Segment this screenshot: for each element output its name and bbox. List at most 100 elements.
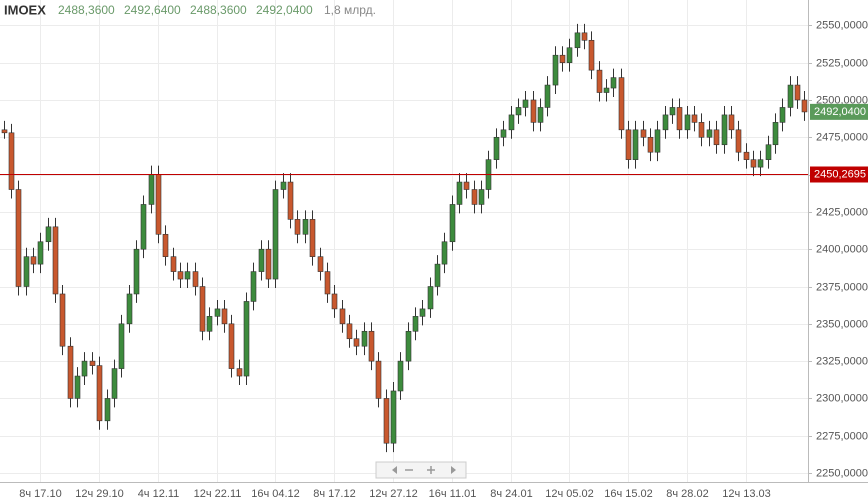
candle-body bbox=[287, 181, 294, 220]
candle-body bbox=[45, 226, 52, 243]
candle-body bbox=[654, 129, 661, 153]
candle-body bbox=[8, 132, 15, 190]
candle-body bbox=[419, 308, 426, 317]
nav-left[interactable] bbox=[392, 466, 397, 474]
candle-body bbox=[74, 375, 81, 399]
candle-body bbox=[214, 308, 221, 317]
candle-body bbox=[118, 323, 125, 369]
candle-body bbox=[478, 189, 485, 205]
chart-title: IMOEX bbox=[4, 2, 46, 17]
candle-body bbox=[618, 77, 625, 131]
ohlc-value: 2488,3600 bbox=[190, 3, 247, 17]
candle-body bbox=[787, 84, 794, 108]
candle-body bbox=[126, 293, 133, 325]
last-price-label: 2492,0400 bbox=[814, 106, 866, 118]
candle-body bbox=[500, 129, 507, 138]
candle-body bbox=[449, 204, 456, 243]
candle-body bbox=[544, 84, 551, 108]
candle-body bbox=[456, 181, 463, 205]
candle-body bbox=[750, 159, 757, 168]
candle-body bbox=[23, 256, 30, 287]
candle-body bbox=[427, 286, 434, 310]
x-tick-label: 12ч 05.02 bbox=[545, 488, 594, 500]
candle-body bbox=[162, 233, 169, 257]
y-tick-label: 2525,0000 bbox=[816, 57, 868, 69]
candle-body bbox=[353, 338, 360, 347]
candle-body bbox=[96, 365, 103, 422]
candle-body bbox=[375, 360, 382, 399]
candle-body bbox=[412, 316, 419, 332]
y-tick-label: 2350,0000 bbox=[816, 318, 868, 330]
candle-body bbox=[221, 308, 228, 325]
candle-body bbox=[81, 360, 88, 377]
candle-body bbox=[155, 174, 162, 235]
candle-body bbox=[228, 323, 235, 369]
candle-body bbox=[133, 248, 140, 295]
ohlc-value: 2492,0400 bbox=[256, 3, 313, 17]
candle-body bbox=[721, 114, 728, 146]
candle-body bbox=[530, 99, 537, 123]
candle-body bbox=[647, 136, 654, 153]
candle-body bbox=[265, 248, 272, 280]
candle-body bbox=[104, 398, 111, 422]
candle-body bbox=[140, 204, 147, 250]
candle-body bbox=[698, 122, 705, 138]
candle-body bbox=[339, 308, 346, 325]
x-tick-label: 12ч 13.03 bbox=[722, 488, 771, 500]
nav-zoom-in[interactable] bbox=[427, 466, 435, 474]
last-price-badge bbox=[810, 103, 868, 120]
candle-body bbox=[346, 323, 353, 340]
x-tick-label: 16ч 04.12 bbox=[251, 488, 300, 500]
candle-body bbox=[294, 219, 301, 235]
candle-body bbox=[280, 181, 287, 190]
candle-body bbox=[324, 271, 331, 295]
candle-body bbox=[515, 107, 522, 116]
candle-body bbox=[537, 107, 544, 123]
candle-body bbox=[640, 129, 647, 138]
candle-body bbox=[794, 84, 801, 101]
candle-body bbox=[508, 114, 515, 131]
candle-body bbox=[148, 174, 155, 205]
candle-body bbox=[610, 77, 617, 89]
x-tick-label: 16ч 11.01 bbox=[429, 488, 477, 500]
nav-bar bbox=[375, 461, 467, 479]
candle-body bbox=[728, 114, 735, 131]
candle-body bbox=[111, 368, 118, 399]
y-tick-label: 2500,0000 bbox=[816, 94, 868, 106]
nav-buttons bbox=[375, 461, 467, 479]
x-tick-label: 12ч 22.11 bbox=[194, 488, 242, 500]
y-tick-label: 2325,0000 bbox=[816, 355, 868, 367]
candle-body bbox=[625, 129, 632, 160]
candle-body bbox=[691, 114, 698, 123]
candle-body bbox=[170, 256, 177, 272]
candle-body bbox=[37, 241, 44, 265]
ohlc-value: 2488,3600 bbox=[58, 3, 115, 17]
candle-body bbox=[471, 189, 478, 205]
candle-body bbox=[1, 129, 8, 134]
nav-right[interactable] bbox=[451, 466, 456, 474]
candle-body bbox=[676, 107, 683, 131]
candle-body bbox=[743, 151, 750, 160]
candle-body bbox=[713, 129, 720, 146]
candle-body bbox=[441, 241, 448, 265]
candle-body bbox=[317, 256, 324, 272]
candle-body bbox=[243, 301, 250, 377]
candle-body bbox=[662, 114, 669, 131]
plot bbox=[0, 23, 808, 453]
candle-body bbox=[206, 316, 213, 332]
candle-body bbox=[566, 47, 573, 63]
x-tick-label: 8ч 17.12 bbox=[313, 488, 355, 500]
x-tick-label: 8ч 24.01 bbox=[490, 488, 532, 500]
ohlc-header: 2488,3600 2492,6400 2488,3600 2492,0400 bbox=[58, 3, 313, 17]
ohlc-value: 2492,6400 bbox=[124, 3, 181, 17]
candle-body bbox=[632, 129, 639, 160]
level-badge bbox=[810, 166, 868, 183]
candle-body bbox=[177, 271, 184, 280]
candle-body bbox=[390, 390, 397, 444]
candle-body bbox=[522, 99, 529, 108]
x-tick-label: 16ч 15.02 bbox=[604, 488, 653, 500]
candle-body bbox=[581, 32, 588, 41]
candle-body bbox=[59, 293, 66, 347]
candle-body bbox=[801, 99, 808, 113]
